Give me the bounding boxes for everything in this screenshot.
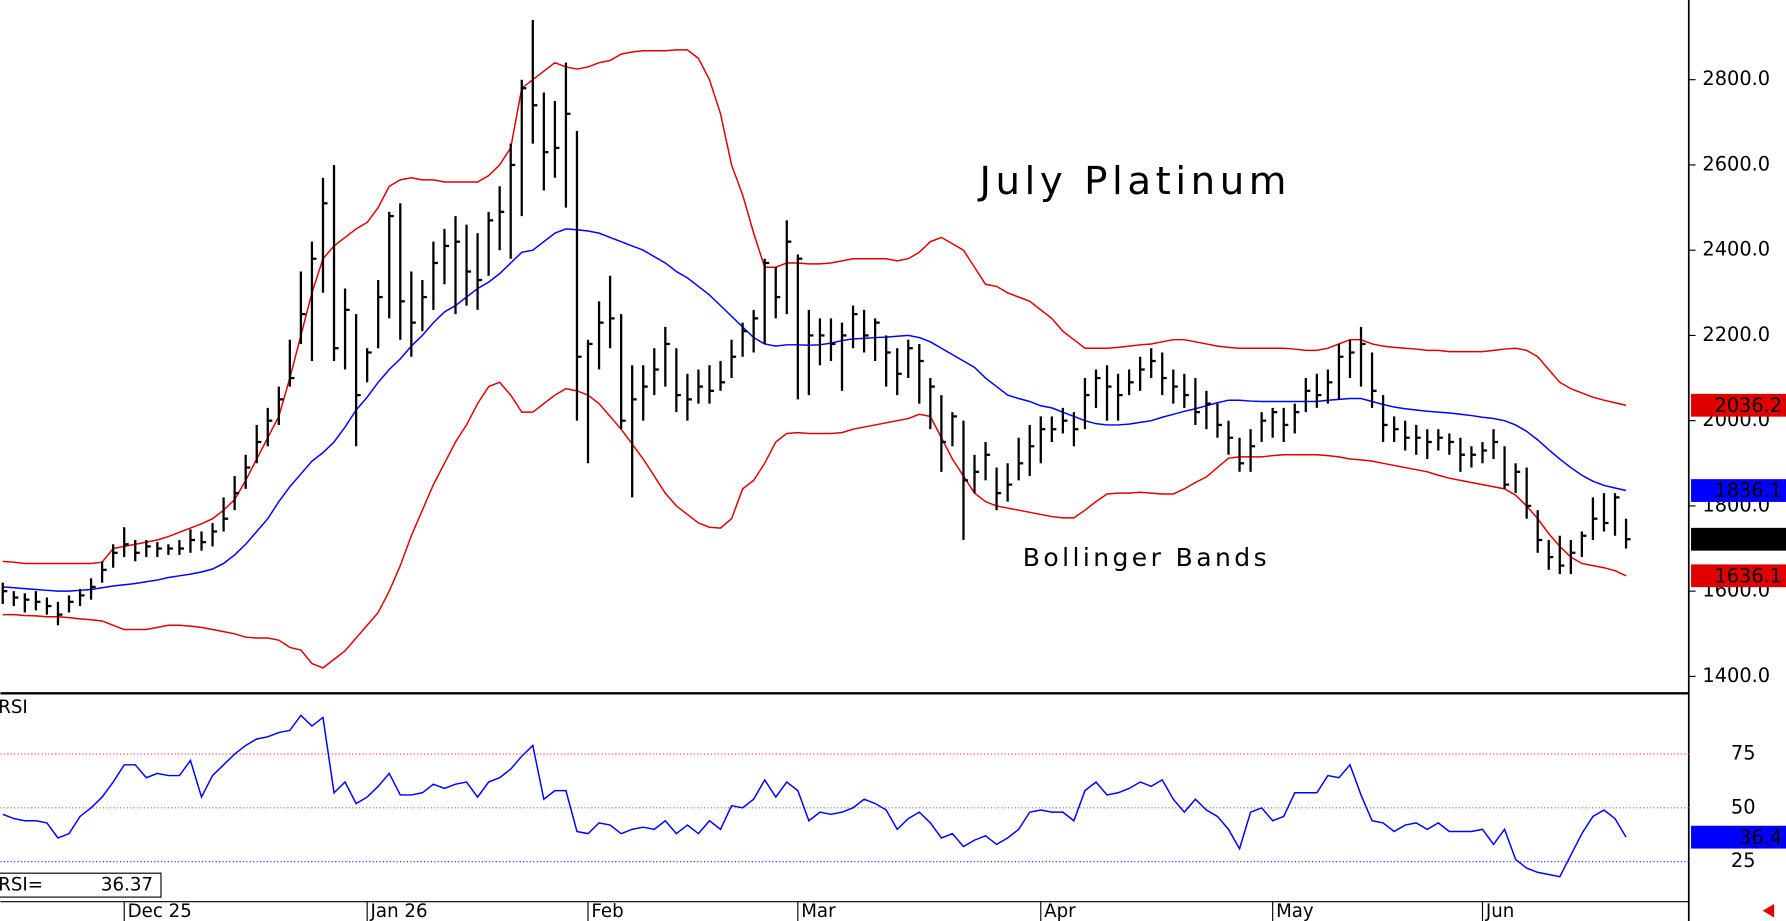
last-value-box bbox=[1691, 527, 1786, 551]
x-tick-label: Mar bbox=[801, 901, 836, 921]
readout-box bbox=[0, 872, 162, 898]
y-tick-label: 2400.0 bbox=[1702, 238, 1770, 261]
last-value-box bbox=[1691, 479, 1786, 502]
y-tick-label: 25 bbox=[1731, 849, 1756, 872]
band-line bbox=[2, 228, 1627, 592]
chart-title: July Platinum bbox=[978, 159, 1291, 204]
last-value-box bbox=[1691, 564, 1786, 588]
last-value-box bbox=[1691, 393, 1786, 417]
annotation: Bollinger Bands bbox=[1023, 543, 1270, 572]
x-tick-label: Jun bbox=[1485, 901, 1514, 921]
y-tick-label: 1400.0 bbox=[1702, 664, 1770, 687]
rsi-line bbox=[2, 714, 1627, 878]
band-line bbox=[2, 49, 1627, 565]
last-value-label: 2036.2 bbox=[1714, 394, 1782, 417]
x-tick-label: Dec 25 bbox=[128, 901, 192, 921]
x-tick-label: Apr bbox=[1044, 901, 1076, 921]
x-tick-label: Jan 26 bbox=[370, 901, 428, 921]
readout-label: RSI= bbox=[0, 875, 43, 896]
y-tick-label: 75 bbox=[1731, 742, 1756, 765]
last-value-label: 1721.8 bbox=[1714, 528, 1782, 551]
x-tick-label: May bbox=[1276, 901, 1314, 921]
last-value-label: 36.4 bbox=[1739, 826, 1782, 849]
last-value-label: 1636.1 bbox=[1714, 564, 1782, 587]
y-tick-label: 2200.0 bbox=[1702, 323, 1770, 346]
readout-value: 36.37 bbox=[101, 875, 153, 896]
panel-title: RSI bbox=[0, 697, 28, 718]
last-value-box bbox=[1691, 825, 1786, 849]
x-tick-label: Feb bbox=[591, 901, 623, 921]
band-line bbox=[2, 381, 1627, 669]
last-value-label: 1836.1 bbox=[1714, 479, 1782, 502]
y-tick-label: 2600.0 bbox=[1702, 152, 1770, 175]
scroll-arrow[interactable] bbox=[1762, 903, 1775, 918]
y-tick-label: 50 bbox=[1731, 795, 1756, 818]
y-tick-label: 2800.0 bbox=[1702, 67, 1770, 90]
